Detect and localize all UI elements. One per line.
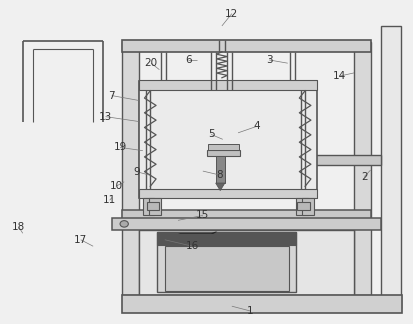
Text: 10: 10 xyxy=(109,181,122,191)
Text: 17: 17 xyxy=(74,235,87,245)
Text: 8: 8 xyxy=(216,170,222,180)
Text: 4: 4 xyxy=(253,122,259,131)
Text: 13: 13 xyxy=(99,112,112,122)
Text: 11: 11 xyxy=(103,195,116,205)
Polygon shape xyxy=(178,232,217,234)
Bar xyxy=(149,198,160,215)
Bar xyxy=(138,80,316,90)
Text: 12: 12 xyxy=(225,9,238,18)
Bar xyxy=(301,198,313,215)
Bar xyxy=(208,144,238,150)
Text: 20: 20 xyxy=(144,58,157,68)
Bar xyxy=(248,155,380,165)
Text: 7: 7 xyxy=(108,91,115,100)
Bar xyxy=(122,42,138,295)
Text: 6: 6 xyxy=(185,55,191,65)
Bar xyxy=(122,40,370,52)
Polygon shape xyxy=(215,183,224,191)
Bar xyxy=(138,81,316,198)
Bar xyxy=(122,295,401,313)
Text: 14: 14 xyxy=(332,71,345,81)
Bar xyxy=(147,202,159,210)
Text: 19: 19 xyxy=(113,143,126,152)
Bar xyxy=(142,198,154,215)
Bar xyxy=(206,150,240,156)
Bar xyxy=(297,202,309,210)
Bar xyxy=(215,156,224,183)
Bar xyxy=(138,230,353,295)
Bar xyxy=(138,189,316,198)
Bar xyxy=(164,246,288,291)
Text: 16: 16 xyxy=(185,241,199,251)
Text: 9: 9 xyxy=(133,167,140,177)
Text: 18: 18 xyxy=(12,222,25,232)
Text: 3: 3 xyxy=(265,55,272,65)
Bar xyxy=(380,26,400,308)
Bar xyxy=(112,218,380,230)
Bar xyxy=(295,198,307,215)
Bar xyxy=(122,210,370,219)
Text: 2: 2 xyxy=(360,172,367,181)
Text: 1: 1 xyxy=(247,306,253,316)
Text: 5: 5 xyxy=(207,130,214,139)
Bar xyxy=(353,42,370,295)
Text: 15: 15 xyxy=(196,211,209,220)
Circle shape xyxy=(120,221,128,227)
Bar xyxy=(157,232,295,292)
Bar xyxy=(157,232,295,245)
